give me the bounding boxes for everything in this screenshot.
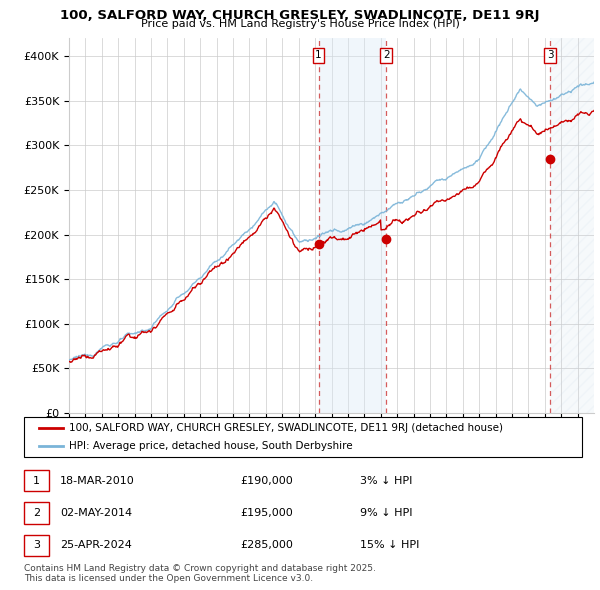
Text: 15% ↓ HPI: 15% ↓ HPI — [360, 540, 419, 550]
Text: HPI: Average price, detached house, South Derbyshire: HPI: Average price, detached house, Sout… — [69, 441, 353, 451]
Text: 2: 2 — [33, 508, 40, 518]
Text: 1: 1 — [315, 50, 322, 60]
Text: 100, SALFORD WAY, CHURCH GRESLEY, SWADLINCOTE, DE11 9RJ (detached house): 100, SALFORD WAY, CHURCH GRESLEY, SWADLI… — [69, 424, 503, 434]
Text: 3% ↓ HPI: 3% ↓ HPI — [360, 476, 412, 486]
Text: 18-MAR-2010: 18-MAR-2010 — [60, 476, 135, 486]
Text: £285,000: £285,000 — [240, 540, 293, 550]
Bar — [319, 38, 386, 413]
Text: £195,000: £195,000 — [240, 508, 293, 518]
Text: 25-APR-2024: 25-APR-2024 — [60, 540, 132, 550]
Bar — [550, 38, 594, 413]
Text: 1: 1 — [33, 476, 40, 486]
Text: 3: 3 — [547, 50, 553, 60]
Text: 9% ↓ HPI: 9% ↓ HPI — [360, 508, 413, 518]
Text: 3: 3 — [33, 540, 40, 550]
Text: 2: 2 — [383, 50, 389, 60]
Text: Price paid vs. HM Land Registry's House Price Index (HPI): Price paid vs. HM Land Registry's House … — [140, 19, 460, 30]
Text: 100, SALFORD WAY, CHURCH GRESLEY, SWADLINCOTE, DE11 9RJ: 100, SALFORD WAY, CHURCH GRESLEY, SWADLI… — [60, 9, 540, 22]
Text: £190,000: £190,000 — [240, 476, 293, 486]
Text: Contains HM Land Registry data © Crown copyright and database right 2025.
This d: Contains HM Land Registry data © Crown c… — [24, 563, 376, 583]
Text: 02-MAY-2014: 02-MAY-2014 — [60, 508, 132, 518]
